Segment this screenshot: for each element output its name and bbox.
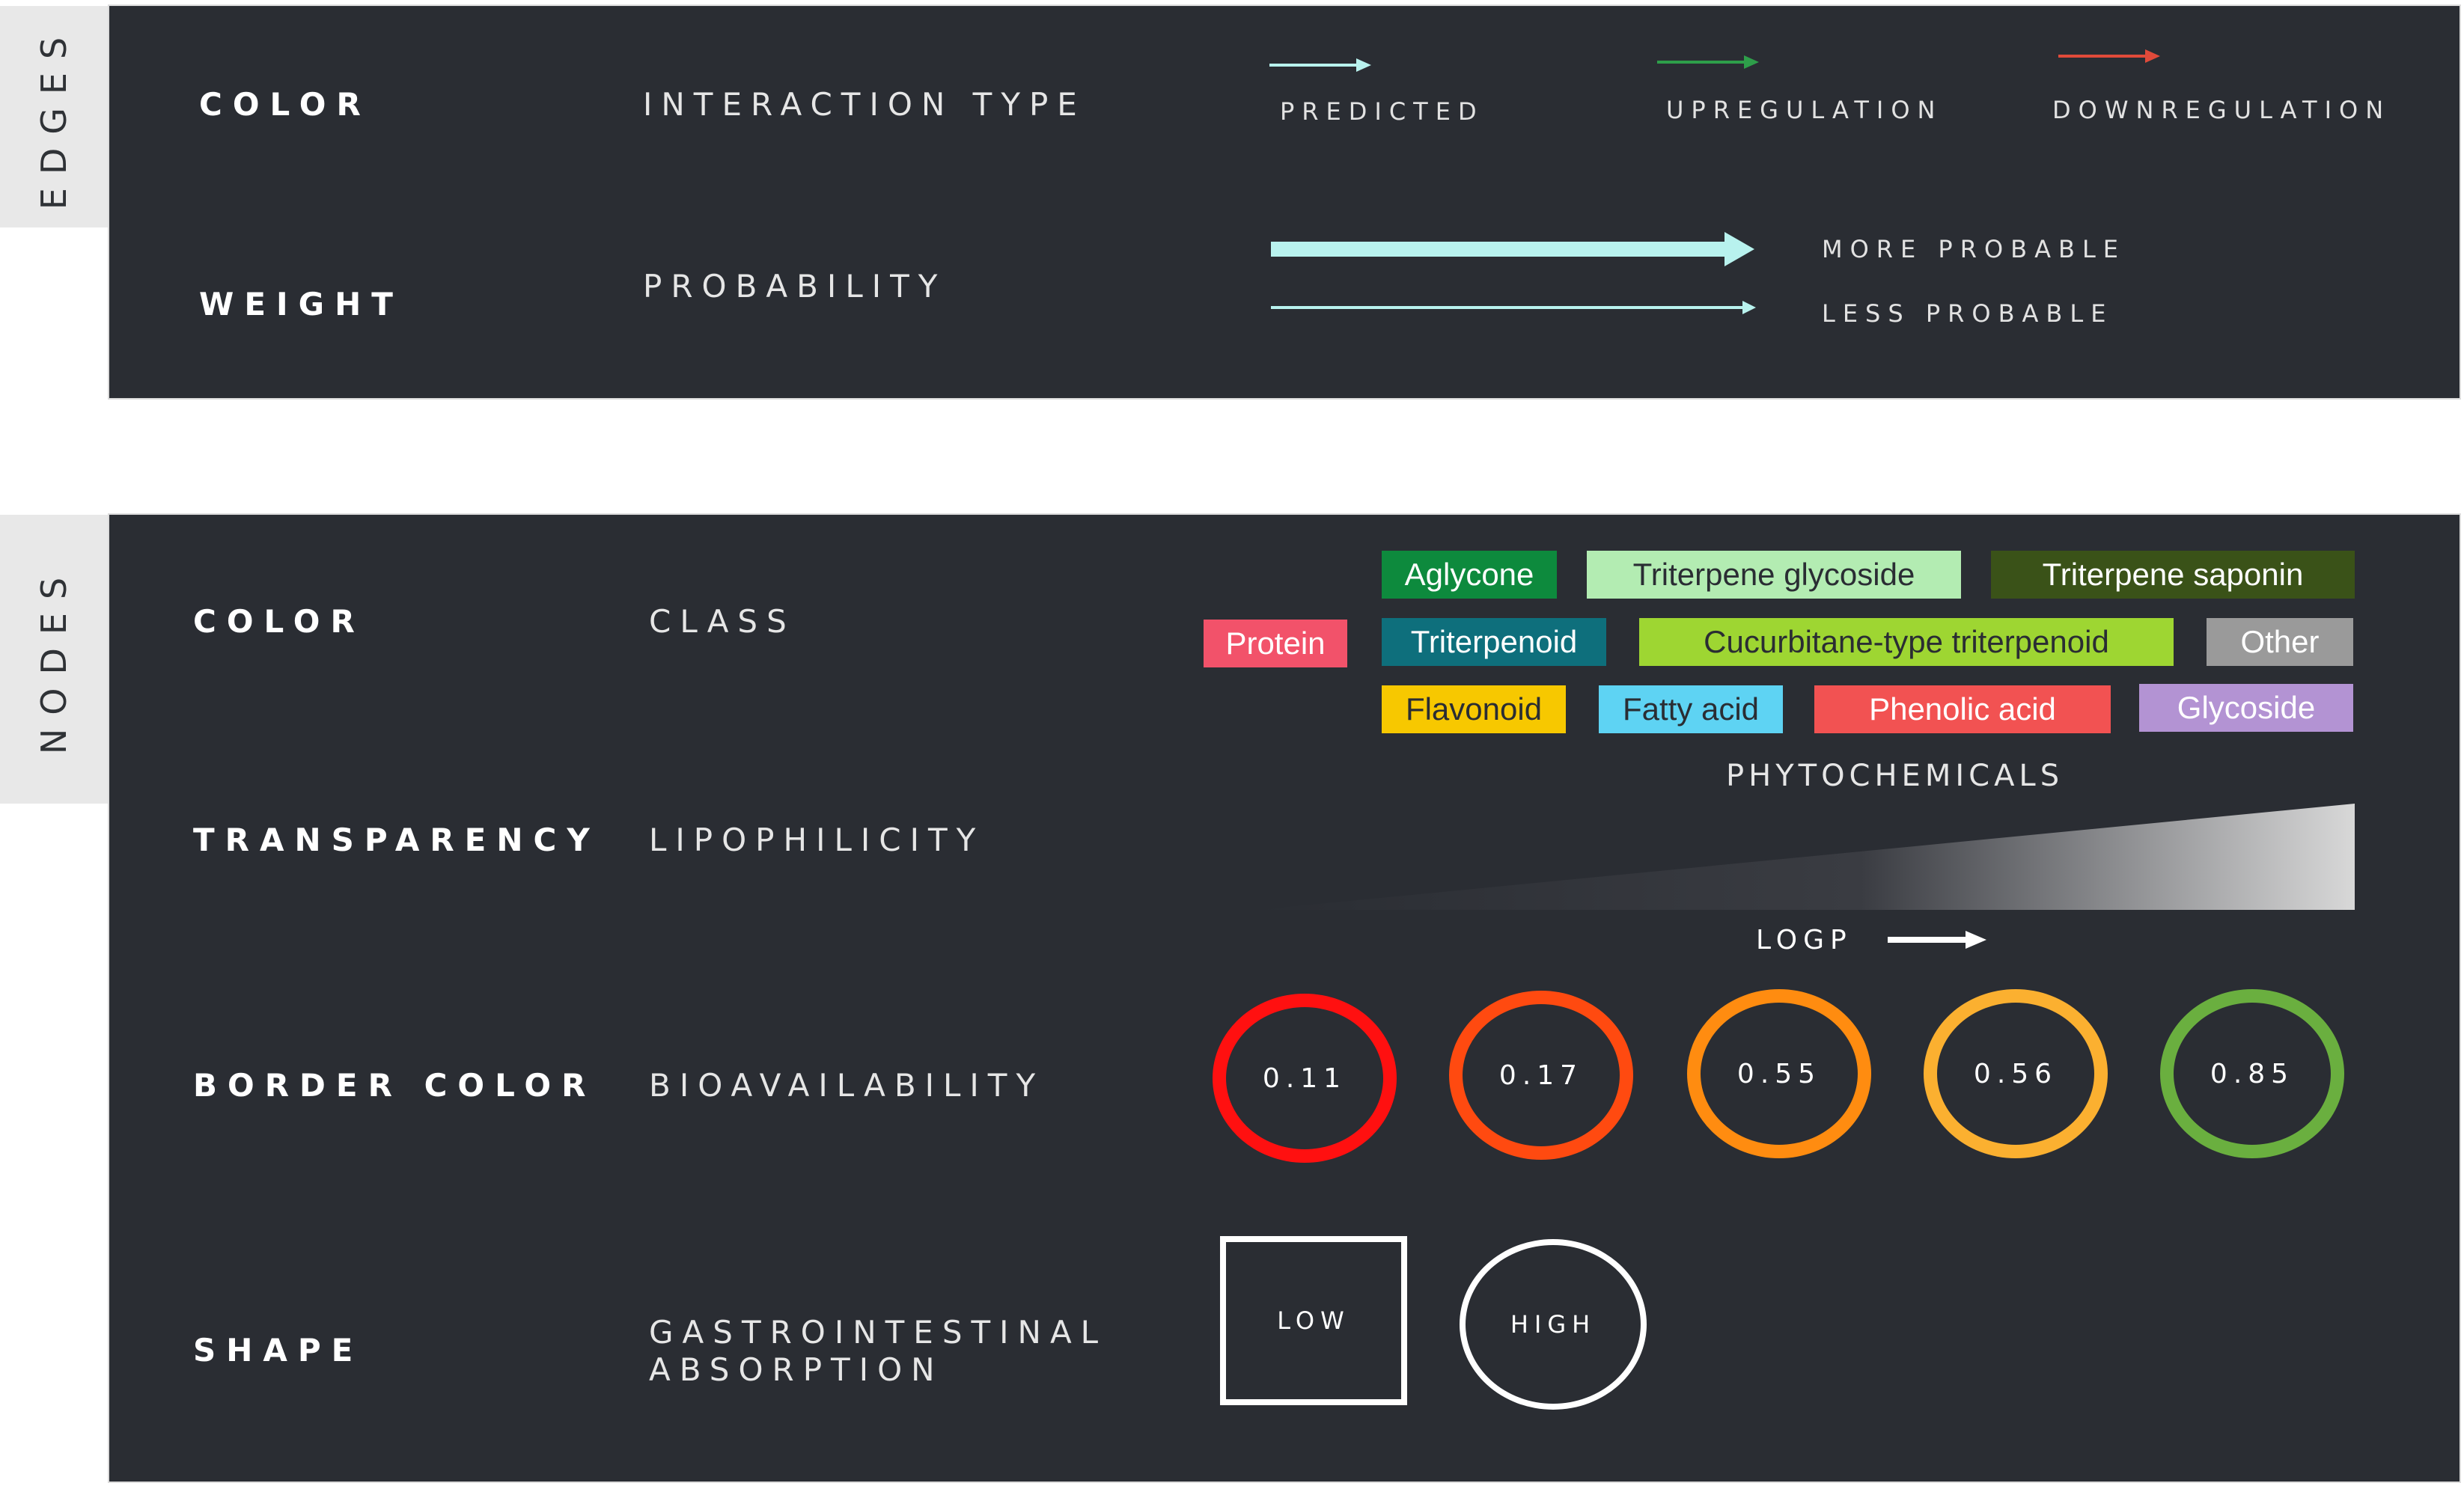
edges-tab: EDGES — [0, 6, 108, 227]
class-chip-triterpene-saponin: Triterpene saponin — [1991, 551, 2355, 599]
node-border-property: BORDER COLOR — [193, 1067, 597, 1104]
upregulation-label: UPREGULATION — [1666, 96, 1943, 124]
bioavailability-ring-0-55: 0.55 — [1687, 989, 1871, 1158]
low-absorption-square: LOW — [1220, 1236, 1407, 1405]
class-chip-glycoside: Glycoside — [2139, 684, 2353, 732]
downregulation-label: DOWNREGULATION — [2052, 96, 2391, 124]
high-absorption-circle: HIGH — [1460, 1239, 1647, 1410]
class-chip-flavonoid: Flavonoid — [1382, 685, 1566, 733]
edge-weight-mapping: PROBABILITY — [643, 268, 947, 305]
edges-tab-label: EDGES — [34, 23, 74, 210]
edge-weight-property: WEIGHT — [199, 286, 403, 322]
ring-value: 0.17 — [1498, 1060, 1584, 1091]
downregulation-arrow — [2058, 49, 2160, 63]
ring-value: 0.55 — [1736, 1058, 1822, 1089]
bioavailability-ring-0-56: 0.56 — [1924, 989, 2108, 1158]
predicted-label: PREDICTED — [1280, 97, 1484, 126]
ring-value: 0.85 — [2210, 1058, 2295, 1089]
class-chip-phenolic-acid: Phenolic acid — [1814, 685, 2111, 733]
thick-arrow — [1271, 232, 1754, 266]
class-chip-fatty-acid: Fatty acid — [1599, 685, 1783, 733]
class-chip-triterpene-glycoside: Triterpene glycoside — [1587, 551, 1961, 599]
lipophilicity-gradient — [1257, 804, 2355, 910]
node-transparency-mapping: LIPOPHILICITY — [649, 822, 985, 858]
bioavailability-ring-0-17: 0.17 — [1449, 991, 1633, 1160]
bioavailability-ring-0-11: 0.11 — [1213, 994, 1397, 1163]
node-color-mapping: CLASS — [649, 603, 796, 640]
class-chip-protein: Protein — [1204, 620, 1347, 667]
bioavailability-ring-0-85: 0.85 — [2160, 989, 2344, 1158]
node-shape-mapping-line2: ABSORPTION — [649, 1351, 944, 1388]
high-label: HIGH — [1510, 1310, 1597, 1339]
logp-arrow — [1888, 931, 1986, 949]
nodes-panel: COLOR CLASS Aglycone Triterpene glycosid… — [109, 515, 2460, 1482]
edge-color-mapping: INTERACTION TYPE — [643, 86, 1086, 123]
class-chip-triterpenoid: Triterpenoid — [1382, 618, 1606, 666]
nodes-tab: NODES — [0, 515, 108, 804]
phytochemicals-caption: PHYTOCHEMICALS — [1726, 759, 2064, 793]
class-chip-other: Other — [2207, 618, 2353, 666]
edge-color-property: COLOR — [199, 86, 371, 123]
ring-value: 0.56 — [1973, 1058, 2058, 1089]
nodes-tab-label: NODES — [34, 563, 74, 755]
more-probable-label: MORE PROBABLE — [1822, 235, 2126, 263]
node-shape-mapping-line1: GASTROINTESTINAL — [649, 1314, 1108, 1351]
node-color-property: COLOR — [193, 603, 365, 640]
upregulation-arrow — [1657, 55, 1759, 69]
edges-panel: COLOR INTERACTION TYPE PREDICTED UPREGUL… — [109, 6, 2460, 398]
node-shape-property: SHAPE — [193, 1332, 364, 1369]
node-border-mapping: BIOAVAILABILITY — [649, 1067, 1045, 1104]
thin-arrow — [1271, 301, 1756, 314]
class-chip-cucurbitane-type-triterpenoid: Cucurbitane-type triterpenoid — [1639, 618, 2174, 666]
class-chip-aglycone: Aglycone — [1382, 551, 1557, 599]
low-label: LOW — [1277, 1306, 1350, 1335]
node-transparency-property: TRANSPARENCY — [193, 822, 600, 858]
less-probable-label: LESS PROBABLE — [1822, 299, 2114, 328]
ring-value: 0.11 — [1262, 1062, 1347, 1094]
predicted-arrow — [1269, 58, 1371, 72]
logp-label: LOGP — [1756, 925, 1852, 955]
